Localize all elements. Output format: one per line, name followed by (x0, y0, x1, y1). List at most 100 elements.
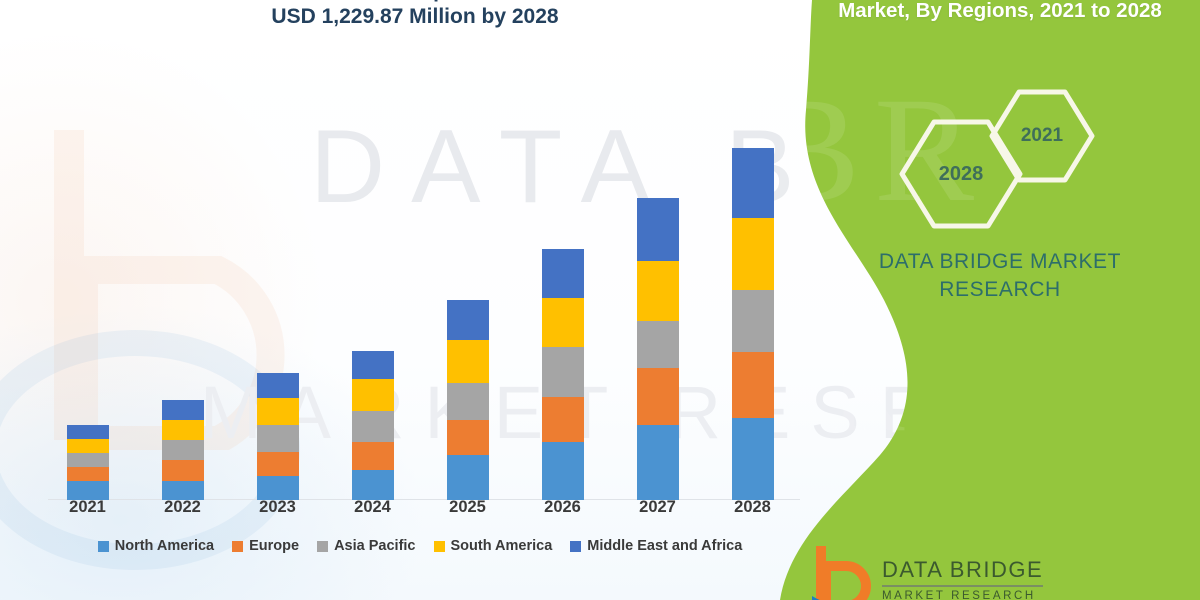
legend-swatch-icon (232, 540, 244, 552)
green-panel-shape: BR ER (780, 0, 1200, 600)
bar-column (325, 100, 420, 500)
x-axis-labels: 2021 2022 2023 2024 2025 2026 2027 2028 (40, 498, 800, 517)
panel-title: Market, By Regions, 2021 to 2028 (810, 0, 1190, 23)
green-side-panel: BR ER Market, By Regions, 2021 to 2028 2… (780, 0, 1200, 600)
legend-item[interactable]: Middle East and Africa (570, 538, 742, 554)
bar-segment (256, 476, 299, 500)
bar-segment (541, 397, 584, 442)
panel-title-line1: Market, By Regions, 2021 to 2028 (838, 0, 1162, 22)
bar-segment (446, 383, 489, 420)
bar-segment (351, 442, 394, 470)
legend-item[interactable]: South America (433, 538, 553, 554)
logo-text: DATA BRIDGE MARKET RESEARCH (882, 557, 1044, 600)
bar-segment (161, 440, 204, 460)
x-axis-label: 2026 (544, 498, 581, 516)
bar-segment (636, 321, 679, 368)
legend-swatch-icon (433, 540, 445, 552)
logo-b-mark-icon (812, 546, 871, 600)
hexagon-2021: 2021 (988, 88, 1096, 184)
stacked-bar (636, 198, 679, 500)
bar-segment (351, 351, 394, 379)
bar-segment (351, 379, 394, 411)
bar-segment (351, 470, 394, 500)
bar-segment (636, 425, 679, 500)
chart-legend: North America Europe Asia Pacific South Ame… (30, 538, 810, 554)
stacked-bar (256, 373, 299, 500)
bar-segment (256, 452, 299, 476)
stacked-bar (541, 249, 584, 500)
x-axis-label: 2021 (69, 498, 106, 516)
bar-segment (161, 481, 204, 500)
legend-label: Middle East and Africa (587, 538, 743, 554)
x-axis-label: 2023 (259, 498, 296, 516)
bar-column (705, 100, 800, 500)
stacked-bar-chart (40, 100, 800, 500)
legend-label: Europe (249, 538, 300, 554)
bar-segment (66, 467, 109, 481)
bar-column (40, 100, 135, 500)
stacked-bar (446, 300, 489, 500)
hexagon-group: 2028 2021 (898, 88, 1128, 230)
bar-segment (731, 352, 774, 418)
stacked-bar (351, 351, 394, 500)
hexagon-outline-icon (899, 119, 1023, 229)
bar-segment (731, 290, 774, 352)
x-axis-label: 2027 (639, 498, 676, 516)
legend-swatch-icon (97, 540, 109, 552)
stacked-bar (161, 400, 204, 500)
x-axis-label: 2022 (164, 498, 201, 516)
bar-segment (731, 148, 774, 218)
bar-segment (446, 300, 489, 340)
bar-segment (731, 418, 774, 500)
hexagon-2028: 2028 (898, 118, 1024, 230)
panel-brand-line1: DATA BRIDGE MARKET (878, 250, 1122, 273)
bar-segment (541, 442, 584, 500)
bar-segment (636, 198, 679, 261)
logo-text-line2: MARKET RESEARCH (882, 590, 1036, 600)
x-axis-label: 2025 (449, 498, 486, 516)
panel-brand-line2: RESEARCH (939, 278, 1061, 301)
bar-segment (541, 249, 584, 298)
bar-segment (66, 425, 109, 439)
bar-segment (446, 455, 489, 500)
legend-item[interactable]: Europe (232, 538, 299, 554)
bar-segment (161, 400, 204, 420)
bar-segment (351, 411, 394, 442)
bar-segment (66, 481, 109, 500)
legend-item[interactable]: Asia Pacific (317, 538, 416, 554)
company-logo: DATA BRIDGE MARKET RESEARCH (810, 538, 1170, 600)
bar-segment (256, 373, 299, 398)
bar-segment (446, 420, 489, 455)
headline-line2: USD 1,229.87 Million by 2028 (271, 5, 559, 28)
panel-brand: DATA BRIDGE MARKET RESEARCH (800, 248, 1200, 304)
legend-swatch-icon (570, 540, 582, 552)
bar-column (610, 100, 705, 500)
bar-segment (446, 340, 489, 383)
bar-segment (66, 439, 109, 453)
bar-column (420, 100, 515, 500)
legend-item[interactable]: North America (97, 538, 215, 554)
headline-line1: Global Market is expected to reach (70, 0, 760, 4)
legend-swatch-icon (317, 540, 329, 552)
svg-text:ER: ER (780, 332, 919, 454)
legend-label: North America (114, 538, 215, 554)
bar-segment (541, 298, 584, 347)
bar-segment (161, 460, 204, 481)
bar-segment (541, 347, 584, 397)
legend-label: South America (450, 538, 553, 554)
x-axis-label: 2028 (734, 498, 771, 516)
legend-label: Asia Pacific (334, 538, 416, 554)
bar-segment (636, 368, 679, 425)
bar-column (515, 100, 610, 500)
x-axis-label: 2024 (354, 498, 391, 516)
bar-segment (731, 218, 774, 290)
svg-text:BR: BR (780, 67, 988, 233)
stacked-bar (731, 148, 774, 500)
stacked-bar (66, 425, 109, 500)
bar-segment (636, 261, 679, 321)
bar-group (40, 100, 800, 500)
bar-column (230, 100, 325, 500)
logo-text-line1: DATA BRIDGE (882, 557, 1044, 587)
hexagon-2028-label: 2028 (938, 162, 984, 185)
